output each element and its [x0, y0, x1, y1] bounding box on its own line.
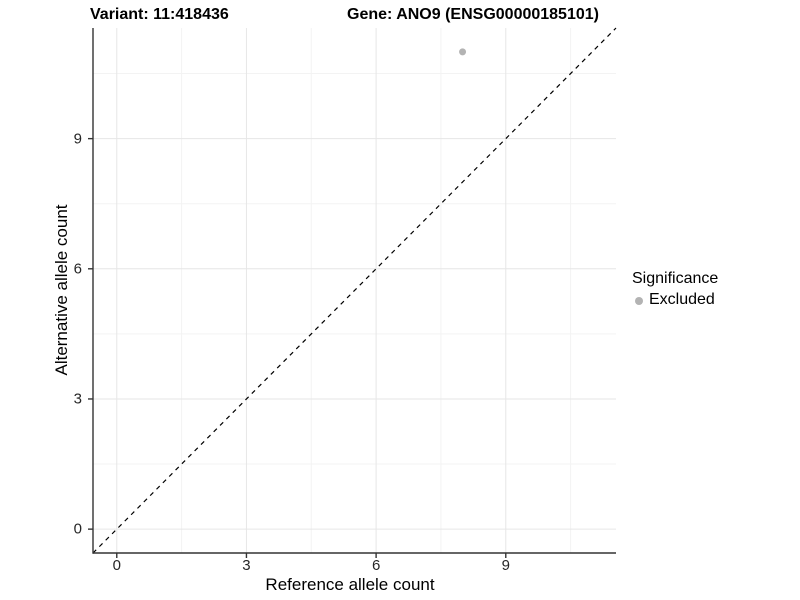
legend-entry-excluded: Excluded — [631, 291, 718, 309]
x-tick-label: 9 — [501, 557, 510, 574]
y-tick-label: 3 — [73, 390, 82, 408]
x-tick-label: 0 — [112, 557, 121, 574]
y-tick-label: 6 — [73, 260, 82, 278]
legend-title: Significance — [632, 270, 719, 287]
x-tick-label: 3 — [242, 557, 251, 574]
data-point — [459, 48, 467, 56]
identity-line — [92, 27, 617, 554]
y-tick-label: 9 — [73, 130, 82, 148]
x-axis-title: Reference allele count — [265, 575, 435, 594]
legend: Significance Excluded — [631, 270, 718, 309]
y-axis-title: Alternative allele count — [52, 204, 71, 376]
gene-title: Gene: ANO9 (ENSG00000185101) — [347, 6, 599, 23]
variant-title: Variant: 11:418436 — [90, 6, 229, 23]
y-tick-label: 0 — [73, 520, 82, 538]
x-tick-label: 6 — [371, 557, 381, 574]
legend-entry-label: Excluded — [649, 291, 715, 308]
excluded-point-icon — [635, 296, 643, 305]
